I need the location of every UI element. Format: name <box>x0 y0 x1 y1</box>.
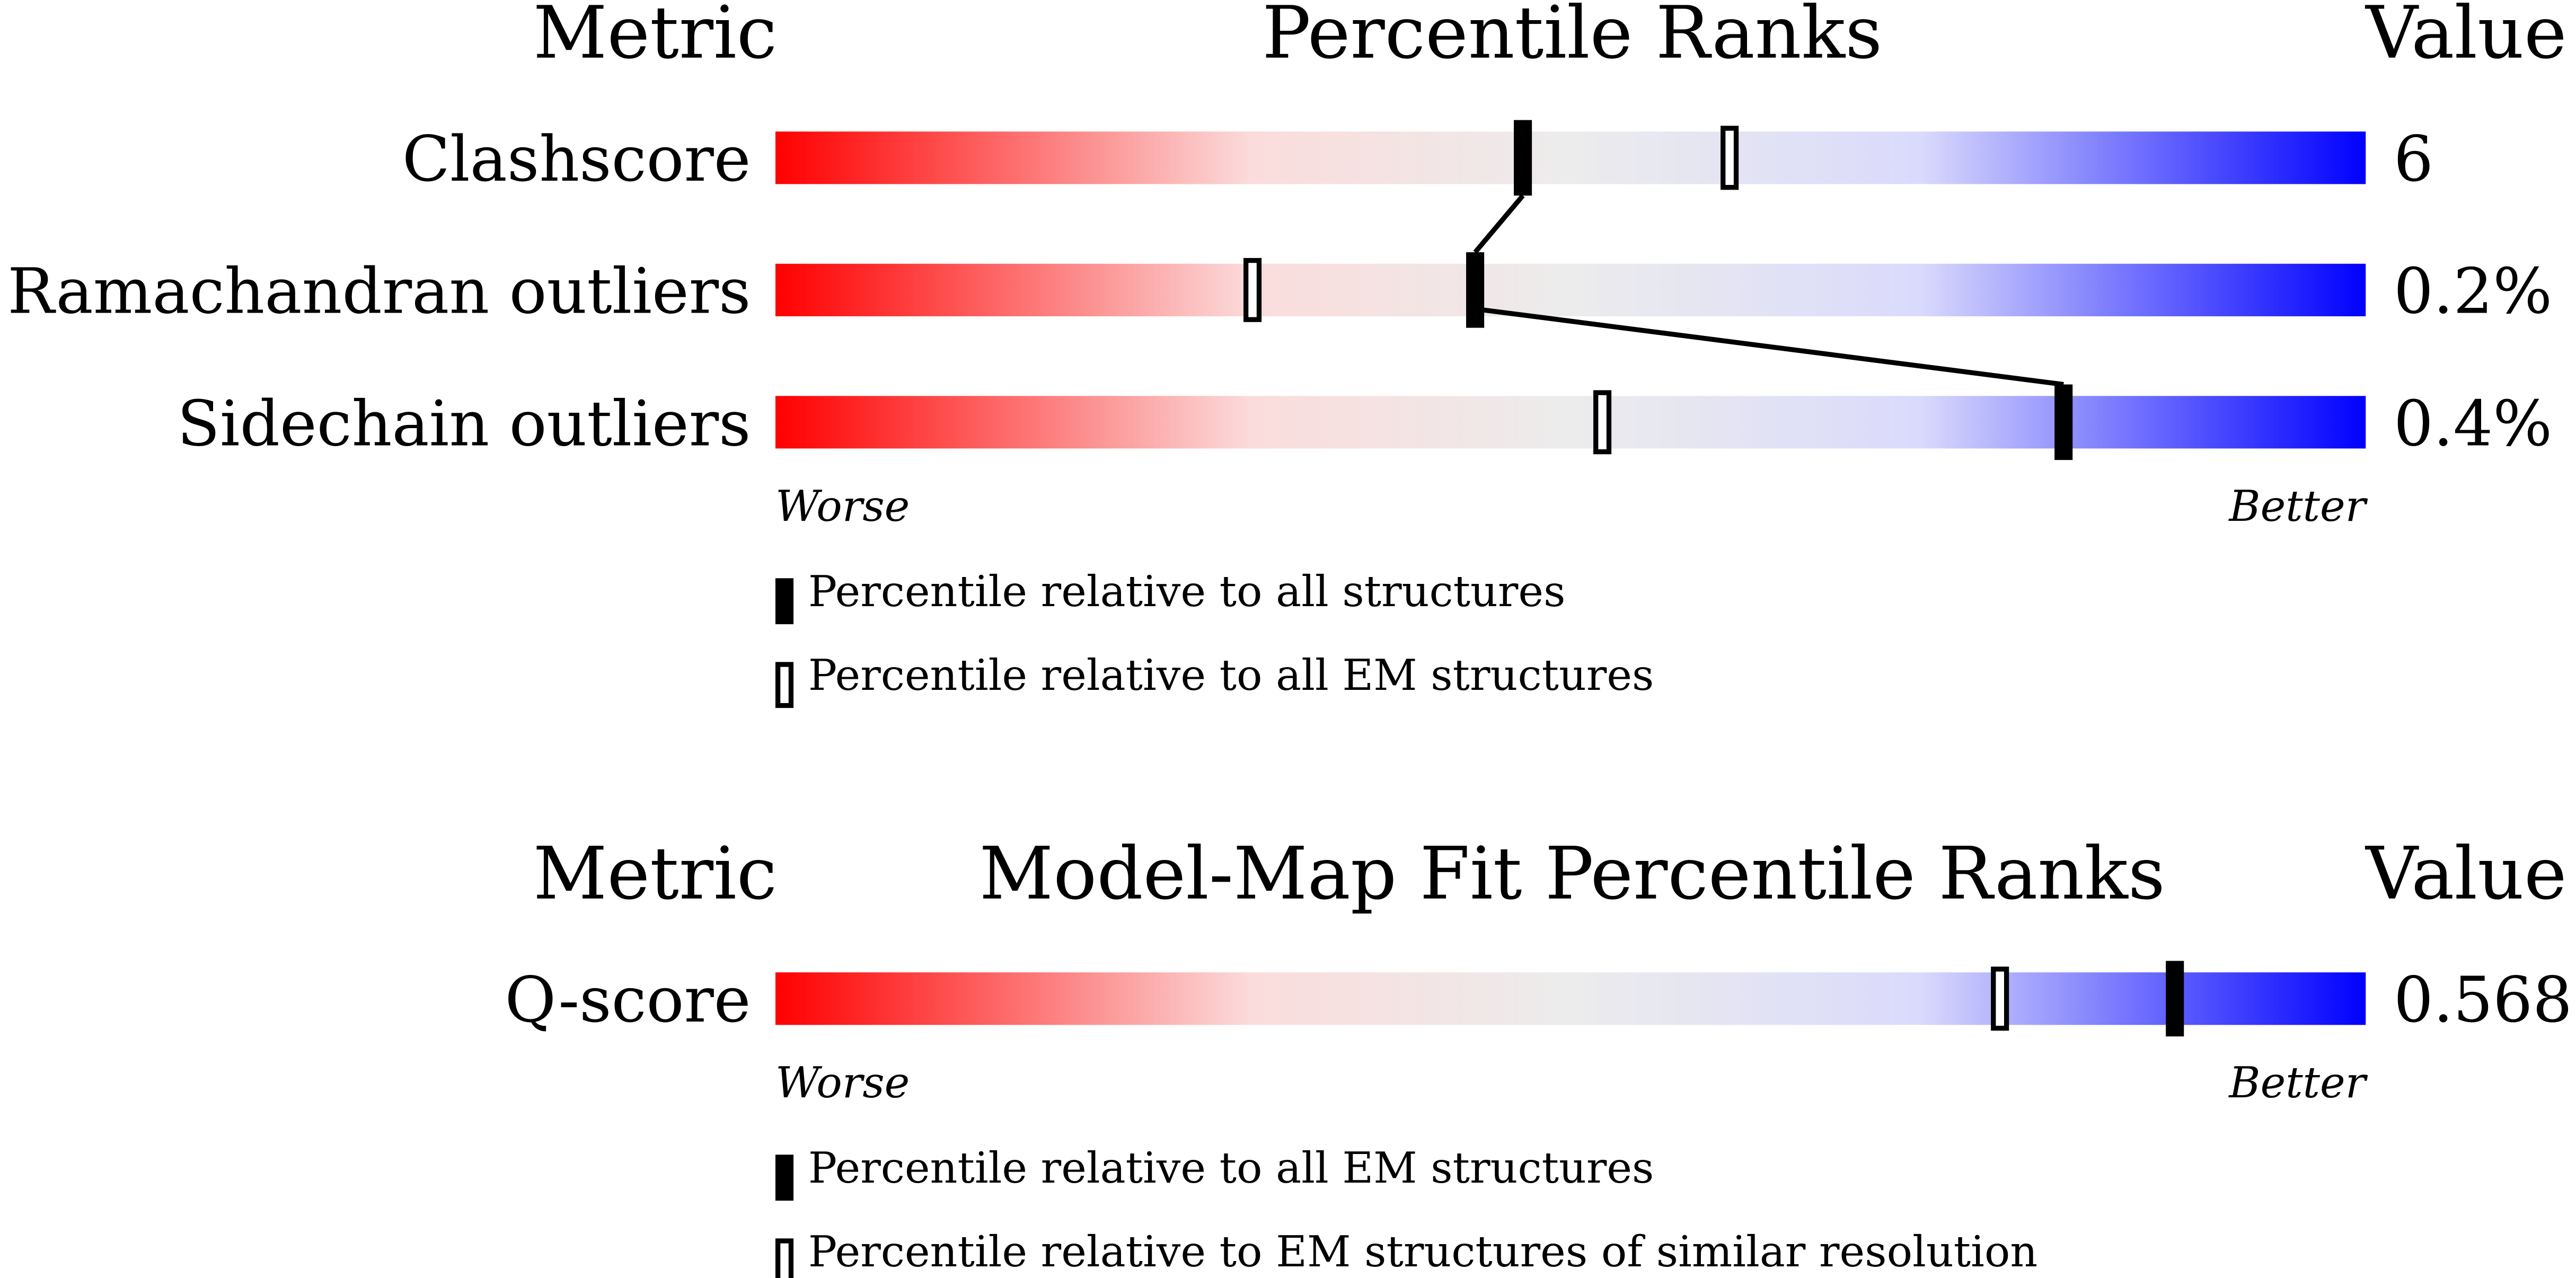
legend-label: Percentile relative to all structures <box>808 567 1566 617</box>
metric-value: 0.4% <box>2394 387 2552 460</box>
marker-filled <box>1466 252 1485 328</box>
gradient-bar <box>775 263 2366 316</box>
low-label: Worse <box>775 482 910 531</box>
legend-swatch <box>775 662 794 708</box>
marker-filled <box>1514 120 1532 196</box>
metric-label: Ramachandran outliers <box>7 255 751 328</box>
legend-swatch <box>775 1238 794 1278</box>
marker-filled <box>2054 384 2073 460</box>
legend-label: Percentile relative to all EM structures <box>808 1143 1654 1193</box>
header-title: Percentile Ranks <box>1262 0 1882 75</box>
connector-line <box>1475 306 2064 387</box>
marker-open <box>1593 390 1612 455</box>
legend-swatch <box>775 578 794 625</box>
high-label: Better <box>2228 482 2368 531</box>
low-label: Worse <box>775 1058 910 1108</box>
header-value: Value <box>2365 0 2566 75</box>
gradient-bar <box>775 131 2366 184</box>
connector-line <box>1473 194 1525 254</box>
marker-open <box>1721 126 1739 190</box>
gradient-bar <box>775 972 2366 1025</box>
header-metric: Metric <box>533 832 777 916</box>
header-metric: Metric <box>533 0 777 75</box>
legend-swatch <box>775 1155 794 1201</box>
marker-filled <box>2166 961 2184 1037</box>
metric-label: Q-score <box>505 964 751 1036</box>
metric-value: 6 <box>2394 123 2433 196</box>
high-label: Better <box>2228 1058 2368 1108</box>
metric-value: 0.568 <box>2394 964 2572 1036</box>
legend-label: Percentile relative to EM structures of … <box>808 1227 2037 1277</box>
header-title: Model-Map Fit Percentile Ranks <box>980 832 2165 916</box>
marker-open <box>1991 966 2009 1031</box>
metric-value: 0.2% <box>2394 255 2552 328</box>
marker-open <box>1243 258 1262 322</box>
gradient-bar <box>775 396 2366 449</box>
metric-label: Clashscore <box>402 123 751 196</box>
legend-label: Percentile relative to all EM structures <box>808 651 1654 700</box>
metric-label: Sidechain outliers <box>177 387 751 460</box>
header-value: Value <box>2365 832 2566 916</box>
